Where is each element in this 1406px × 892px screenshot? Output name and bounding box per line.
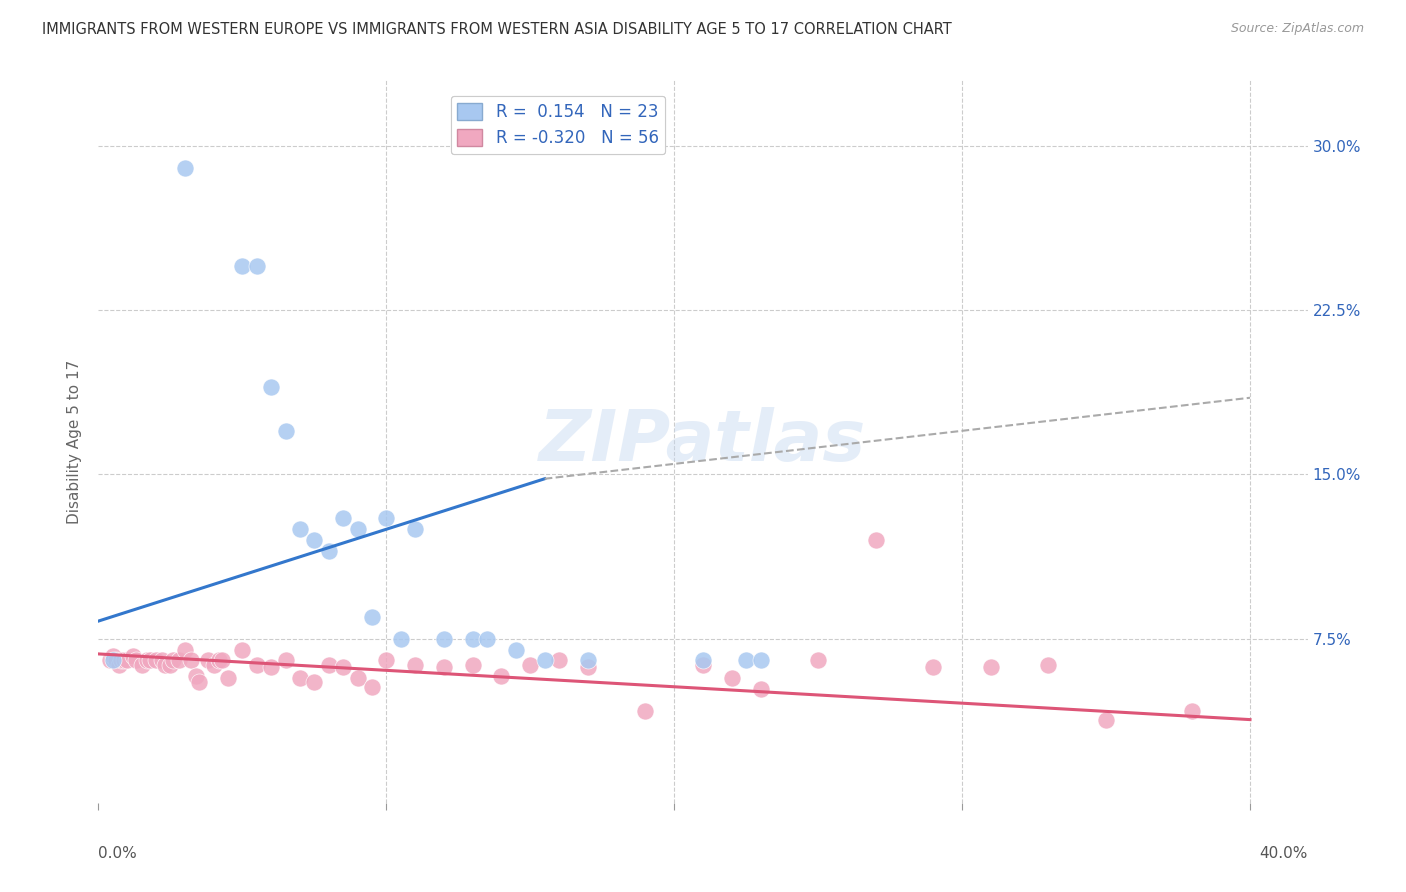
Text: IMMIGRANTS FROM WESTERN EUROPE VS IMMIGRANTS FROM WESTERN ASIA DISABILITY AGE 5 : IMMIGRANTS FROM WESTERN EUROPE VS IMMIGR… [42,22,952,37]
Point [274,424,297,438]
Point [122,649,145,664]
Point [211,653,233,667]
Point [101,649,124,664]
Point [125,653,148,667]
Point [304,675,326,690]
Point [167,653,190,667]
Point [1181,704,1204,718]
Point [136,653,159,667]
Point [217,671,239,685]
Point [980,660,1002,674]
Point [548,653,571,667]
Text: 40.0%: 40.0% [1260,847,1308,861]
Point [139,653,162,667]
Point [173,161,195,175]
Legend: R =  0.154   N = 23, R = -0.320   N = 56: R = 0.154 N = 23, R = -0.320 N = 56 [450,95,665,153]
Point [346,671,368,685]
Point [159,657,181,672]
Point [404,522,426,536]
Point [98,653,121,667]
Point [288,671,311,685]
Point [634,704,657,718]
Point [231,642,253,657]
Point [110,653,132,667]
Text: ZIPatlas: ZIPatlas [540,407,866,476]
Point [389,632,412,646]
Point [260,380,283,394]
Point [246,657,269,672]
Point [173,642,195,657]
Point [260,660,283,674]
Point [720,671,742,685]
Point [505,642,527,657]
Point [186,669,208,683]
Text: Source: ZipAtlas.com: Source: ZipAtlas.com [1230,22,1364,36]
Point [735,653,758,667]
Point [112,653,135,667]
Point [197,653,219,667]
Point [361,680,384,694]
Point [202,657,225,672]
Point [107,657,129,672]
Point [475,632,498,646]
Point [208,653,231,667]
Point [749,681,772,696]
Point [749,653,772,667]
Point [461,657,484,672]
Point [404,657,426,672]
Point [115,653,138,667]
Point [288,522,311,536]
Point [318,544,340,558]
Point [231,260,253,274]
Point [150,653,173,667]
Point [461,632,484,646]
Point [332,660,354,674]
Point [1095,713,1118,727]
Point [153,657,176,672]
Point [332,511,354,525]
Point [304,533,326,547]
Point [807,653,830,667]
Point [865,533,887,547]
Point [188,675,211,690]
Point [101,653,124,667]
Point [318,657,340,672]
Point [246,260,269,274]
Point [692,653,714,667]
Point [576,660,599,674]
Point [162,653,184,667]
Point [519,657,541,672]
Point [104,653,127,667]
Point [491,669,513,683]
Point [346,522,368,536]
Point [361,609,384,624]
Point [433,632,456,646]
Point [274,653,297,667]
Point [692,657,714,672]
Point [145,653,167,667]
Point [576,653,599,667]
Point [922,660,945,674]
Point [533,653,555,667]
Point [1038,657,1060,672]
Point [131,657,153,672]
Y-axis label: Disability Age 5 to 17: Disability Age 5 to 17 [67,359,83,524]
Point [375,653,398,667]
Text: 0.0%: 0.0% [98,847,138,861]
Point [375,511,398,525]
Point [180,653,202,667]
Point [433,660,456,674]
